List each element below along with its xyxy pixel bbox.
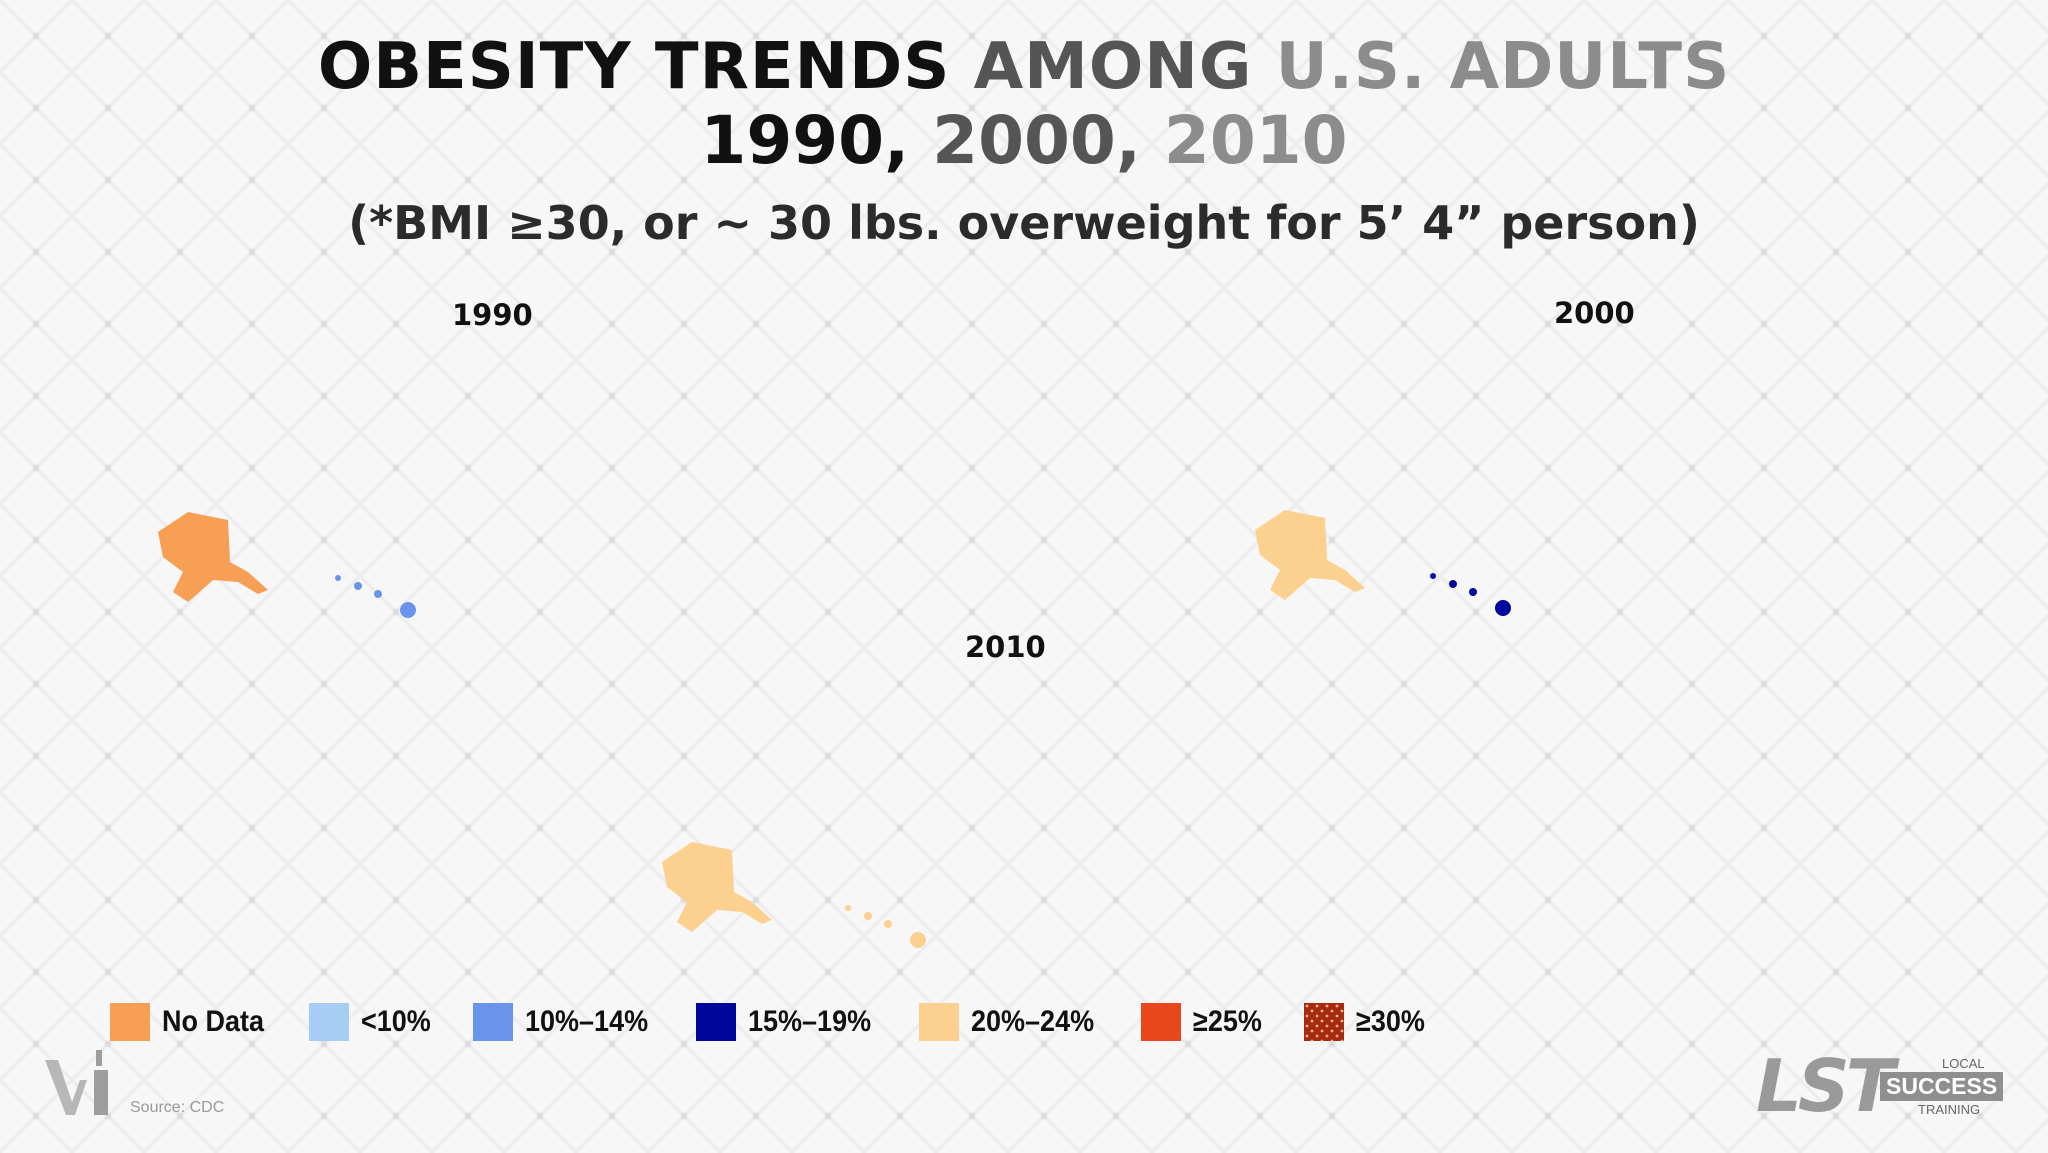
legend-label: ≥30%: [1355, 1005, 1425, 1038]
map-1990: [248, 313, 825, 620]
legend-swatch-dotted: [1303, 1003, 1344, 1041]
legend-swatch: [1141, 1003, 1182, 1041]
title-segment-1: OBESITY TRENDS: [317, 30, 951, 104]
legend-label: ≥25%: [1193, 1005, 1263, 1038]
lst-logo-success: SUCCESS: [1880, 1072, 2004, 1101]
map-2000-label: 2000: [1554, 296, 1635, 330]
legend-item-under-10: <10%: [309, 1003, 439, 1041]
legend: No Data <10% 10%–14% 15%–19% 20%–24% ≥25…: [110, 1000, 1466, 1044]
subtitle: (*BMI ≥30, or ~ 30 lbs. overweight for 5…: [348, 196, 1700, 250]
map-1990-hawaii: [335, 575, 416, 618]
map-2000-hawaii: [1430, 573, 1511, 616]
map-2010-label: 2010: [965, 630, 1046, 664]
title-year-2010: 2010: [1163, 102, 1348, 179]
lst-logo: LST: [1756, 1044, 1895, 1128]
title-segment-2: AMONG: [973, 30, 1253, 104]
title-year-1990: 1990,: [700, 102, 910, 179]
legend-item-no-data: No Data: [110, 1003, 275, 1041]
legend-label: No Data: [162, 1005, 265, 1038]
legend-label: 15%–19%: [747, 1005, 871, 1038]
source-note: Source: CDC: [130, 1099, 225, 1116]
lst-logo-training: TRAINING: [1918, 1102, 1981, 1117]
map-2010-alaska: [662, 842, 772, 932]
legend-item-25-plus: ≥25%: [1141, 1003, 1270, 1041]
legend-swatch: [110, 1003, 150, 1041]
legend-swatch: [918, 1003, 959, 1041]
map-2000: [1348, 311, 1925, 618]
main-title-line2: 1990, 2000, 2010: [0, 102, 2048, 179]
title-year-2000: 2000,: [932, 102, 1141, 179]
map-1990-label: 1990: [452, 298, 533, 332]
legend-item-20-24: 20%–24%: [918, 1003, 1108, 1041]
legend-swatch: [695, 1003, 736, 1041]
legend-item-10-14: 10%–14%: [472, 1003, 662, 1041]
map-2000-alaska: [1255, 510, 1365, 600]
main-title-line1: OBESITY TRENDS AMONG U.S. ADULTS: [0, 30, 2048, 104]
map-2010-hawaii: [845, 905, 926, 948]
vi-logo-icon: [45, 1050, 108, 1115]
legend-swatch: [472, 1003, 513, 1041]
legend-item-15-19: 15%–19%: [695, 1003, 885, 1041]
legend-label: <10%: [361, 1005, 432, 1038]
map-2010: [753, 645, 1330, 952]
map-1990-alaska: [158, 512, 268, 602]
legend-swatch: [309, 1003, 350, 1041]
legend-label: 20%–24%: [970, 1005, 1094, 1038]
legend-item-30-plus: ≥30%: [1303, 1003, 1433, 1041]
legend-label: 10%–14%: [524, 1005, 649, 1038]
title-segment-3: U.S. ADULTS: [1275, 30, 1731, 104]
lst-logo-local: LOCAL: [1942, 1056, 1985, 1071]
